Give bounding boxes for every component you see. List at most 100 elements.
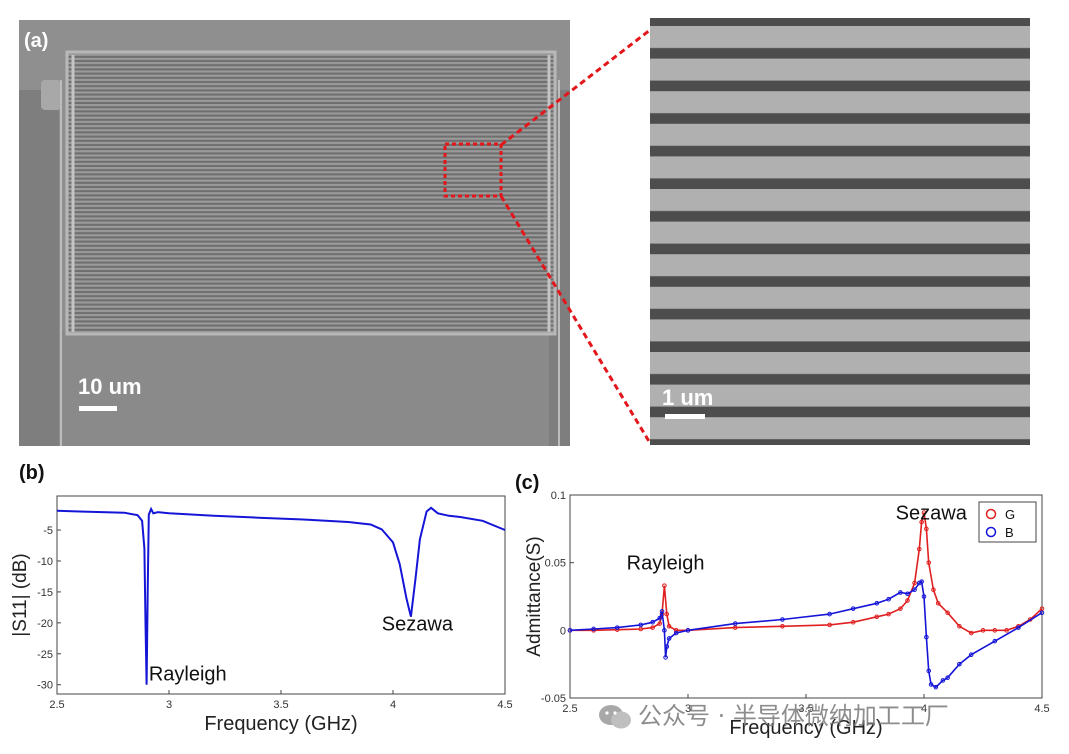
data-point <box>957 661 962 667</box>
y-tick-label: 0 <box>560 625 566 637</box>
data-point <box>664 611 670 617</box>
data-point <box>905 598 910 603</box>
data-point <box>650 625 655 630</box>
series-line-0 <box>56 506 506 685</box>
data-point <box>921 594 927 599</box>
data-point <box>921 510 927 515</box>
x-axis-label: Frequency (GHz) <box>204 713 357 735</box>
data-point <box>827 622 832 628</box>
data-point <box>1004 628 1009 633</box>
panel-label-c: (c) <box>515 472 540 494</box>
y-tick-label: -10 <box>37 556 53 568</box>
data-point <box>898 606 903 611</box>
panel-label-b: (b) <box>19 462 45 484</box>
x-tick-label: 4.5 <box>1034 703 1049 715</box>
annotation-rayleigh: Rayleigh <box>149 663 227 685</box>
data-point <box>992 628 998 633</box>
chart-admittance: 2.5 3 3.5 4 4.5 -0.05 0 0.05 0.1 Frequency (GHz) A… <box>524 490 1050 739</box>
data-point <box>945 675 950 680</box>
data-point <box>931 587 936 593</box>
data-point <box>945 610 950 616</box>
scale-bar-1um <box>665 414 705 419</box>
data-point <box>1016 625 1021 630</box>
scale-label-10um: 10 um <box>78 374 142 399</box>
x-tick-label: 4.5 <box>497 699 512 711</box>
plot-frame <box>56 495 506 695</box>
x-tick-label: 2.5 <box>562 703 577 715</box>
legend-marker-g <box>985 508 997 520</box>
watermark: 公众号 · 半导体微纳加工工厂 <box>598 696 1038 732</box>
y-tick-label: -5 <box>43 525 53 537</box>
legend-marker-b <box>985 526 997 538</box>
data-point <box>886 611 891 617</box>
x-tick-label: 4 <box>390 699 396 711</box>
data-point <box>673 628 679 633</box>
data-point <box>827 611 832 617</box>
panel-label-a: (a) <box>24 30 49 52</box>
data-point <box>935 600 941 606</box>
legend-label-b: B <box>1005 525 1014 540</box>
data-point <box>924 634 929 640</box>
data-point <box>850 619 856 625</box>
y-axis-label: Admittance(S) <box>524 536 545 656</box>
data-point <box>926 560 932 565</box>
x-tick-label: 4 <box>921 703 927 715</box>
data-point <box>614 625 620 630</box>
series-line-b <box>569 580 1043 689</box>
data-point <box>650 619 655 625</box>
data-point <box>567 628 573 633</box>
data-point <box>664 644 670 649</box>
annotation-sezawa: Sezawa <box>382 613 454 635</box>
data-point <box>919 519 924 525</box>
data-point <box>659 609 665 614</box>
y-tick-label: -30 <box>37 680 53 692</box>
scale-label-1um: 1 um <box>662 385 714 410</box>
data-point <box>662 628 667 633</box>
data-point <box>666 623 672 629</box>
data-point <box>928 682 934 687</box>
data-point <box>919 579 924 584</box>
data-point <box>657 621 662 626</box>
sem-image-overview: 10 um <box>19 20 570 446</box>
data-point <box>905 591 910 597</box>
chart-s11: 2.5 3 3.5 4 4.5 -5 -10 -15 -20 -25 -30 Frequency (G… <box>10 495 513 735</box>
data-point <box>638 622 644 628</box>
data-point <box>874 614 880 620</box>
data-point <box>912 580 917 586</box>
data-point <box>916 546 922 552</box>
x-tick-label: 3 <box>166 699 172 711</box>
data-point <box>957 623 962 629</box>
data-point <box>780 617 785 622</box>
watermark-text: 公众号 · 半导体微纳加工工厂 <box>638 702 949 730</box>
annotation-sezawa: Sezawa <box>896 502 968 524</box>
data-point <box>912 587 917 593</box>
x-tick-label: 3 <box>685 703 691 715</box>
sem-zoom-graphic <box>650 18 1030 445</box>
data-point <box>780 623 785 629</box>
legend-label-g: G <box>1005 507 1015 522</box>
data-point <box>657 615 662 621</box>
data-point <box>886 596 891 602</box>
data-point <box>968 652 974 657</box>
data-point <box>850 606 856 611</box>
y-axis-label: |S11| (dB) <box>10 553 31 636</box>
scale-bar-10um <box>79 406 117 411</box>
data-point <box>673 630 679 636</box>
x-tick-label: 2.5 <box>49 699 64 711</box>
data-point <box>926 668 932 674</box>
y-tick-label: -0.05 <box>541 693 566 705</box>
y-tick-label: 0.05 <box>545 558 566 570</box>
data-point <box>933 684 939 690</box>
data-point <box>980 628 986 633</box>
data-point <box>874 600 880 606</box>
y-tick-label: -15 <box>37 587 53 599</box>
y-tick-label: -25 <box>37 649 53 661</box>
data-point <box>666 636 672 641</box>
data-point <box>968 630 974 636</box>
sem-overview-graphic <box>19 20 570 446</box>
annotation-rayleigh: Rayleigh <box>627 552 705 574</box>
wechat-icon <box>599 705 631 729</box>
data-point <box>1039 610 1045 616</box>
y-tick-label: -20 <box>37 618 53 630</box>
